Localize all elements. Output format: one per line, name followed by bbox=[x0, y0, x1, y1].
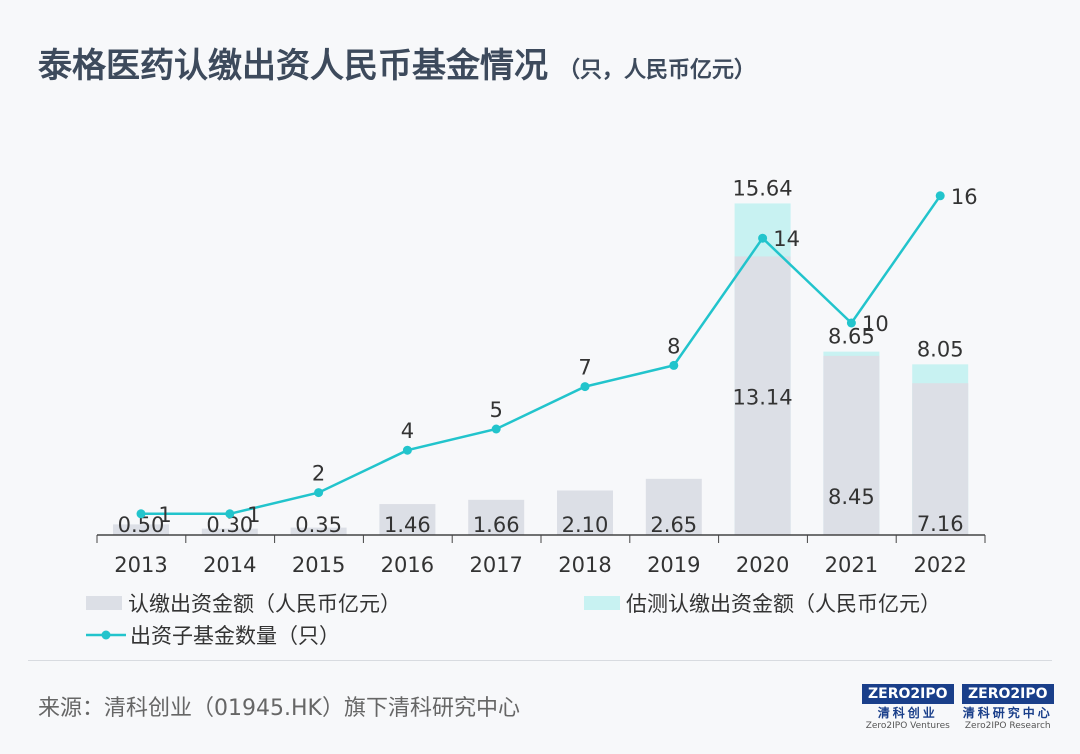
line-value-label: 16 bbox=[951, 185, 978, 209]
x-tick-label: 2018 bbox=[558, 553, 611, 577]
logo-cn: 清科创业 bbox=[877, 706, 938, 720]
logo-en: Zero2IPO Ventures bbox=[865, 721, 950, 731]
bar-value-label: 1.66 bbox=[473, 513, 520, 537]
x-tick-label: 2019 bbox=[647, 553, 700, 577]
bar-value-label: 2.65 bbox=[650, 513, 697, 537]
legend-label: 认缴出资金额（人民币亿元） bbox=[128, 592, 401, 616]
source-note: 来源：清科创业（01945.HK）旗下清科研究中心 bbox=[38, 696, 520, 721]
line-value-label: 4 bbox=[401, 419, 414, 443]
line-point bbox=[491, 424, 501, 434]
line-value-label: 5 bbox=[490, 398, 503, 422]
bar bbox=[201, 528, 258, 535]
legend-line: 出资子基金数量（只） bbox=[86, 620, 340, 650]
estimate-value-label: 15.64 bbox=[733, 176, 793, 200]
bar bbox=[823, 355, 880, 535]
logo-mark: ZERO2IPO bbox=[862, 684, 954, 704]
bar bbox=[468, 499, 525, 535]
x-tick-label: 2013 bbox=[114, 553, 167, 577]
logo-mark: ZERO2IPO bbox=[962, 684, 1054, 704]
x-tick-label: 2021 bbox=[825, 553, 878, 577]
chart: 20130.5020140.3020150.3520161.4620171.66… bbox=[96, 176, 986, 577]
title-text: 泰格医药认缴出资人民币基金情况 bbox=[38, 46, 548, 86]
page-title: 泰格医药认缴出资人民币基金情况 （只，人民币亿元） bbox=[38, 38, 756, 87]
logo-en: Zero2IPO Research bbox=[964, 721, 1051, 731]
line-point bbox=[314, 488, 324, 498]
line-value-label: 1 bbox=[247, 503, 260, 527]
legend-line-icon bbox=[86, 630, 126, 640]
bar-value-label: 7.16 bbox=[917, 512, 964, 536]
bar bbox=[113, 524, 169, 535]
bar-value-label: 0.35 bbox=[295, 513, 342, 537]
line-point bbox=[669, 360, 679, 370]
legend-swatch-estimate bbox=[584, 596, 620, 610]
estimate-value-label: 8.05 bbox=[917, 337, 964, 361]
x-tick-label: 2015 bbox=[292, 553, 345, 577]
legend-estimate: 估测认缴出资金额（人民币亿元） bbox=[584, 588, 941, 618]
line-point bbox=[402, 445, 412, 455]
bar-value-label: 2.10 bbox=[562, 513, 609, 537]
divider bbox=[28, 660, 1052, 661]
line-point bbox=[935, 191, 945, 201]
bar-value-label: 1.46 bbox=[384, 513, 431, 537]
line-point bbox=[225, 509, 235, 519]
line-value-label: 10 bbox=[862, 312, 889, 336]
bar bbox=[912, 383, 969, 535]
line-point bbox=[758, 233, 768, 243]
bar bbox=[290, 527, 347, 535]
line-point bbox=[846, 318, 856, 328]
legend-bar: 认缴出资金额（人民币亿元） bbox=[86, 588, 401, 618]
logo-cn: 清科研究中心 bbox=[962, 706, 1053, 720]
x-tick-label: 2016 bbox=[381, 553, 434, 577]
estimate-value-label: 8.65 bbox=[828, 325, 875, 349]
legend-label: 出资子基金数量（只） bbox=[130, 624, 340, 648]
bar-value-label: 13.14 bbox=[733, 385, 793, 409]
bar bbox=[645, 478, 702, 535]
line-point bbox=[136, 509, 146, 519]
bar bbox=[734, 256, 791, 535]
x-tick-label: 2017 bbox=[469, 553, 522, 577]
series-line bbox=[141, 195, 942, 516]
bar bbox=[557, 490, 613, 535]
bar bbox=[379, 504, 436, 535]
line-value-label: 1 bbox=[158, 503, 171, 527]
legend-label: 估测认缴出资金额（人民币亿元） bbox=[626, 592, 941, 616]
line-value-label: 7 bbox=[578, 356, 591, 380]
bar-value-label: 8.45 bbox=[828, 485, 875, 509]
x-tick-label: 2020 bbox=[736, 553, 789, 577]
line-value-label: 2 bbox=[312, 462, 325, 486]
line-value-label: 14 bbox=[773, 227, 800, 251]
x-tick-label: 2014 bbox=[203, 553, 256, 577]
legend-swatch-bar bbox=[86, 596, 122, 610]
logo-zero2ipo-research: ZERO2IPO 清科研究中心 Zero2IPO Research bbox=[962, 684, 1054, 731]
title-unit: （只，人民币亿元） bbox=[558, 58, 757, 83]
line-point bbox=[580, 382, 590, 392]
logo-zero2ipo-ventures: ZERO2IPO 清科创业 Zero2IPO Ventures bbox=[862, 684, 954, 731]
line-value-label: 8 bbox=[667, 334, 680, 358]
x-tick-label: 2022 bbox=[913, 553, 966, 577]
